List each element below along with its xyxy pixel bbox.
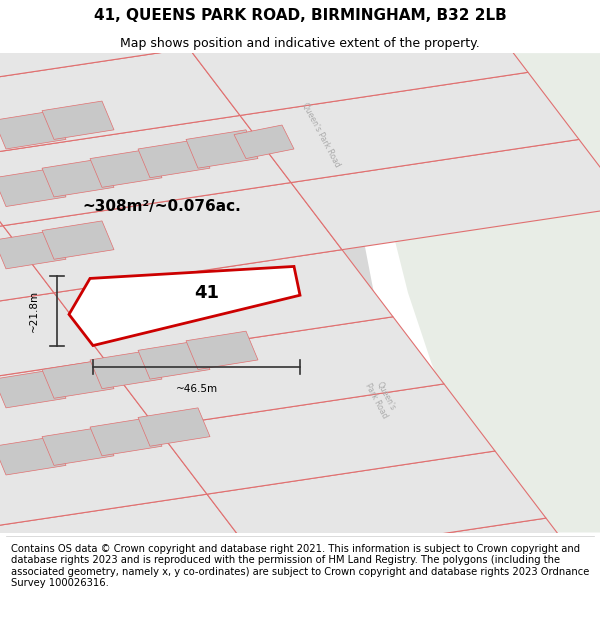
Text: ~308m²/~0.076ac.: ~308m²/~0.076ac.: [83, 199, 241, 214]
Text: Queen's Park Road: Queen's Park Road: [300, 101, 342, 168]
Polygon shape: [207, 451, 546, 561]
Polygon shape: [189, 5, 528, 116]
Polygon shape: [0, 0, 189, 91]
Polygon shape: [258, 518, 597, 625]
Polygon shape: [291, 139, 600, 249]
Polygon shape: [90, 351, 162, 389]
Polygon shape: [186, 130, 258, 168]
Text: 41: 41: [194, 284, 220, 302]
Polygon shape: [138, 341, 210, 379]
Polygon shape: [0, 226, 54, 336]
Polygon shape: [105, 317, 444, 427]
Polygon shape: [0, 360, 156, 470]
Text: Queen's
Park Road: Queen's Park Road: [364, 377, 398, 420]
Polygon shape: [42, 360, 114, 398]
Polygon shape: [0, 116, 291, 226]
Polygon shape: [0, 292, 105, 403]
Polygon shape: [42, 159, 114, 197]
Polygon shape: [42, 101, 114, 139]
Text: ~46.5m: ~46.5m: [175, 384, 218, 394]
Polygon shape: [138, 139, 210, 177]
Text: Contains OS data © Crown copyright and database right 2021. This information is : Contains OS data © Crown copyright and d…: [11, 544, 589, 588]
Polygon shape: [0, 48, 240, 159]
Polygon shape: [156, 384, 495, 494]
Text: Map shows position and indicative extent of the property.: Map shows position and indicative extent…: [120, 37, 480, 50]
Polygon shape: [186, 331, 258, 369]
Polygon shape: [0, 168, 66, 206]
Polygon shape: [3, 182, 342, 292]
Polygon shape: [0, 427, 207, 538]
Polygon shape: [0, 231, 66, 269]
Polygon shape: [54, 249, 393, 360]
Polygon shape: [90, 418, 162, 456]
Polygon shape: [0, 111, 66, 149]
Polygon shape: [90, 149, 162, 188]
Text: ~21.8m: ~21.8m: [29, 290, 39, 332]
Polygon shape: [0, 369, 66, 408]
Polygon shape: [42, 427, 114, 466]
Polygon shape: [234, 125, 294, 159]
Polygon shape: [42, 221, 114, 259]
Polygon shape: [240, 72, 579, 182]
Polygon shape: [306, 53, 510, 532]
Polygon shape: [0, 437, 66, 475]
Polygon shape: [0, 494, 258, 604]
Polygon shape: [0, 159, 3, 269]
Text: 41, QUEENS PARK ROAD, BIRMINGHAM, B32 2LB: 41, QUEENS PARK ROAD, BIRMINGHAM, B32 2L…: [94, 8, 506, 23]
Polygon shape: [336, 53, 600, 532]
Polygon shape: [69, 266, 300, 346]
Polygon shape: [138, 408, 210, 446]
